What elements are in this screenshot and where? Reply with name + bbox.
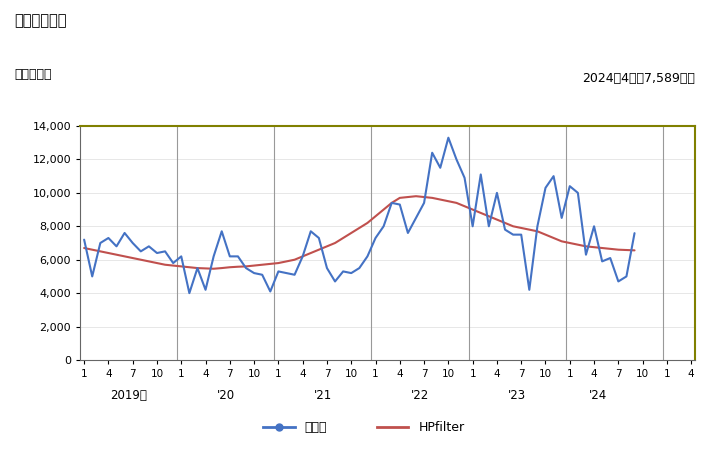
Text: 輸入額の推移: 輸入額の推移: [15, 14, 67, 28]
Text: '21: '21: [314, 389, 332, 402]
Legend: 輸入額, HPfilter: 輸入額, HPfilter: [258, 416, 470, 439]
Text: 2019年: 2019年: [110, 389, 147, 402]
Text: '23: '23: [508, 389, 526, 402]
Text: '22: '22: [411, 389, 430, 402]
Text: 単位：万円: 単位：万円: [15, 68, 52, 81]
Text: '24: '24: [589, 389, 607, 402]
Text: 2024年4月：7,589万円: 2024年4月：7,589万円: [582, 72, 695, 85]
Text: '20: '20: [217, 389, 235, 402]
